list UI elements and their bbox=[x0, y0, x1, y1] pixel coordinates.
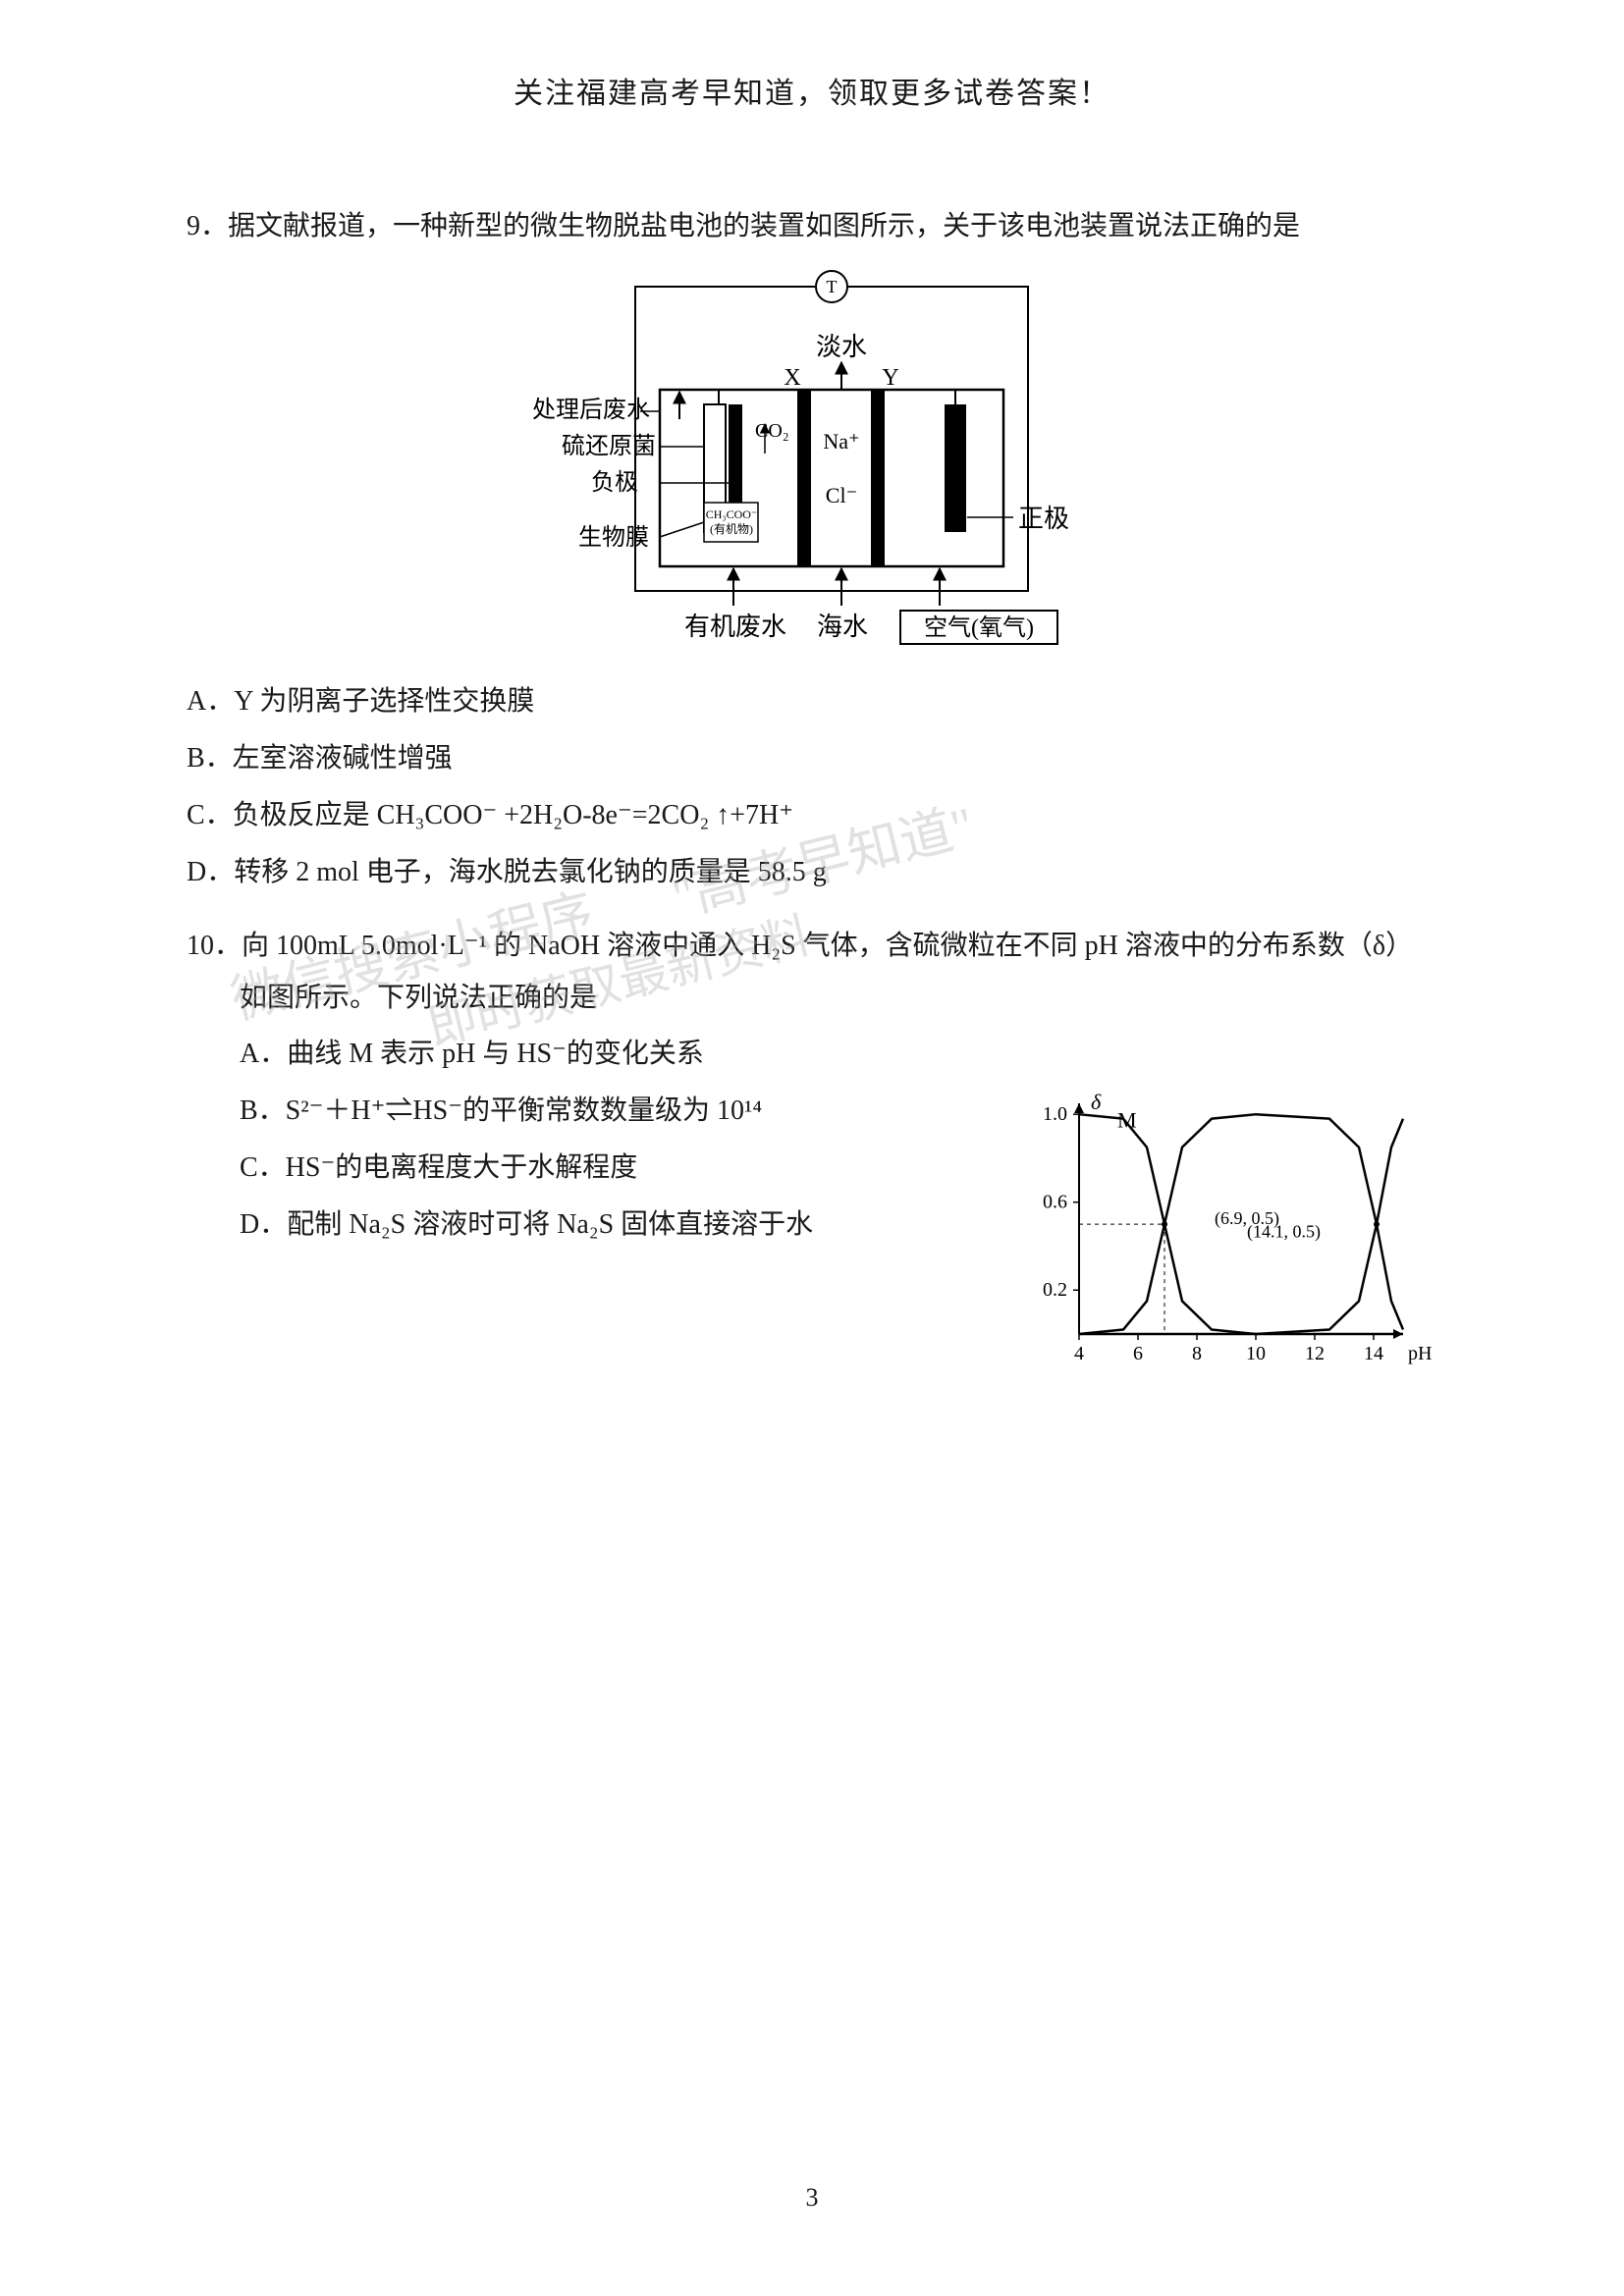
q10-options: A．曲线 M 表示 pH 与 HS⁻的变化关系 B．S²⁻＋H⁺⇌HS⁻的平衡常… bbox=[240, 1027, 1025, 1253]
q9-number: 9． bbox=[187, 211, 228, 241]
svg-text:4: 4 bbox=[1074, 1343, 1084, 1364]
svg-text:CO₂: CO₂ bbox=[755, 420, 789, 442]
svg-text:海水: 海水 bbox=[817, 613, 868, 641]
svg-text:Cl⁻: Cl⁻ bbox=[826, 483, 857, 507]
q9-option-c: C．负极反应是 CH₃COO⁻ +2H₂O-8e⁻=2CO₂ ↑+7H⁺ bbox=[187, 788, 1437, 843]
svg-text:Na⁺: Na⁺ bbox=[823, 429, 859, 454]
svg-text:CH₃COO⁻: CH₃COO⁻ bbox=[706, 507, 758, 521]
q9-stem-text: 据文献报道，一种新型的微生物脱盐电池的装置如图所示，关于该电池装置说法正确的是 bbox=[228, 211, 1300, 241]
svg-text:0.6: 0.6 bbox=[1043, 1191, 1067, 1212]
question-9: 9．据文献报道，一种新型的微生物脱盐电池的装置如图所示，关于该电池装置说法正确的… bbox=[187, 200, 1437, 900]
svg-text:X: X bbox=[784, 365, 800, 391]
svg-text:T: T bbox=[827, 277, 838, 296]
svg-text:生物膜: 生物膜 bbox=[578, 524, 649, 551]
q10-chart-svg: 4681012140.20.61.0pHδM(6.9, 0.5)(14.1, 0… bbox=[1025, 1084, 1437, 1378]
svg-text:(14.1, 0.5): (14.1, 0.5) bbox=[1247, 1221, 1321, 1242]
svg-text:有机废水: 有机废水 bbox=[684, 613, 786, 641]
svg-text:1.0: 1.0 bbox=[1043, 1103, 1067, 1125]
q10-option-a: A．曲线 M 表示 pH 与 HS⁻的变化关系 bbox=[240, 1027, 1025, 1082]
svg-text:10: 10 bbox=[1246, 1343, 1266, 1364]
q9-stem: 9．据文献报道，一种新型的微生物脱盐电池的装置如图所示，关于该电池装置说法正确的… bbox=[187, 200, 1437, 252]
svg-text:空气(氧气): 空气(氧气) bbox=[924, 614, 1034, 641]
svg-text:δ: δ bbox=[1091, 1090, 1102, 1114]
q10-option-c: C．HS⁻的电离程度大于水解程度 bbox=[240, 1141, 1025, 1196]
svg-text:8: 8 bbox=[1192, 1343, 1202, 1364]
q10-stem: 10．向 100mL 5.0mol·L⁻¹ 的 NaOH 溶液中通入 H₂S 气… bbox=[187, 920, 1437, 1024]
q9-option-d: D．转移 2 mol 电子，海水脱去氯化钠的质量是 58.5 g bbox=[187, 845, 1437, 900]
svg-text:0.2: 0.2 bbox=[1043, 1279, 1067, 1301]
svg-text:12: 12 bbox=[1305, 1343, 1325, 1364]
svg-text:pH: pH bbox=[1408, 1343, 1432, 1364]
question-10: 10．向 100mL 5.0mol·L⁻¹ 的 NaOH 溶液中通入 H₂S 气… bbox=[187, 920, 1437, 1377]
svg-text:Y: Y bbox=[882, 365, 898, 391]
page-number: 3 bbox=[0, 2183, 1624, 2213]
svg-text:6: 6 bbox=[1133, 1343, 1143, 1364]
q10-number: 10． bbox=[187, 931, 242, 961]
svg-text:处理后废水: 处理后废水 bbox=[532, 397, 650, 423]
svg-text:正极: 正极 bbox=[1018, 505, 1069, 533]
q10-option-b: B．S²⁻＋H⁺⇌HS⁻的平衡常数数量级为 10¹⁴ bbox=[240, 1084, 1025, 1139]
q10-option-d: D．配制 Na₂S 溶液时可将 Na₂S 固体直接溶于水 bbox=[240, 1198, 1025, 1253]
svg-text:硫还原菌: 硫还原菌 bbox=[562, 433, 656, 459]
svg-text:14: 14 bbox=[1364, 1343, 1383, 1364]
q9-option-a: A．Y 为阴离子选择性交换膜 bbox=[187, 674, 1437, 729]
q9-options: A．Y 为阴离子选择性交换膜 B．左室溶液碱性增强 C．负极反应是 CH₃COO… bbox=[187, 674, 1437, 900]
q9-option-b: B．左室溶液碱性增强 bbox=[187, 731, 1437, 786]
svg-text:负极: 负极 bbox=[591, 469, 638, 496]
q10-stem-line2: 如图所示。下列说法正确的是 bbox=[240, 972, 1437, 1024]
svg-text:M: M bbox=[1117, 1107, 1137, 1132]
q10-stem-line1: 向 100mL 5.0mol·L⁻¹ 的 NaOH 溶液中通入 H₂S 气体，含… bbox=[242, 931, 1413, 961]
svg-text:淡水: 淡水 bbox=[816, 333, 867, 361]
page-header: 关注福建高考早知道，领取更多试卷答案！ bbox=[187, 69, 1437, 112]
q9-diagram: T CH₃COO⁻ (有机物) bbox=[508, 262, 1116, 655]
q9-diagram-wrap: T CH₃COO⁻ (有机物) bbox=[187, 262, 1437, 655]
svg-text:(有机物): (有机物) bbox=[710, 522, 753, 536]
q10-chart: 4681012140.20.61.0pHδM(6.9, 0.5)(14.1, 0… bbox=[1025, 1084, 1437, 1378]
